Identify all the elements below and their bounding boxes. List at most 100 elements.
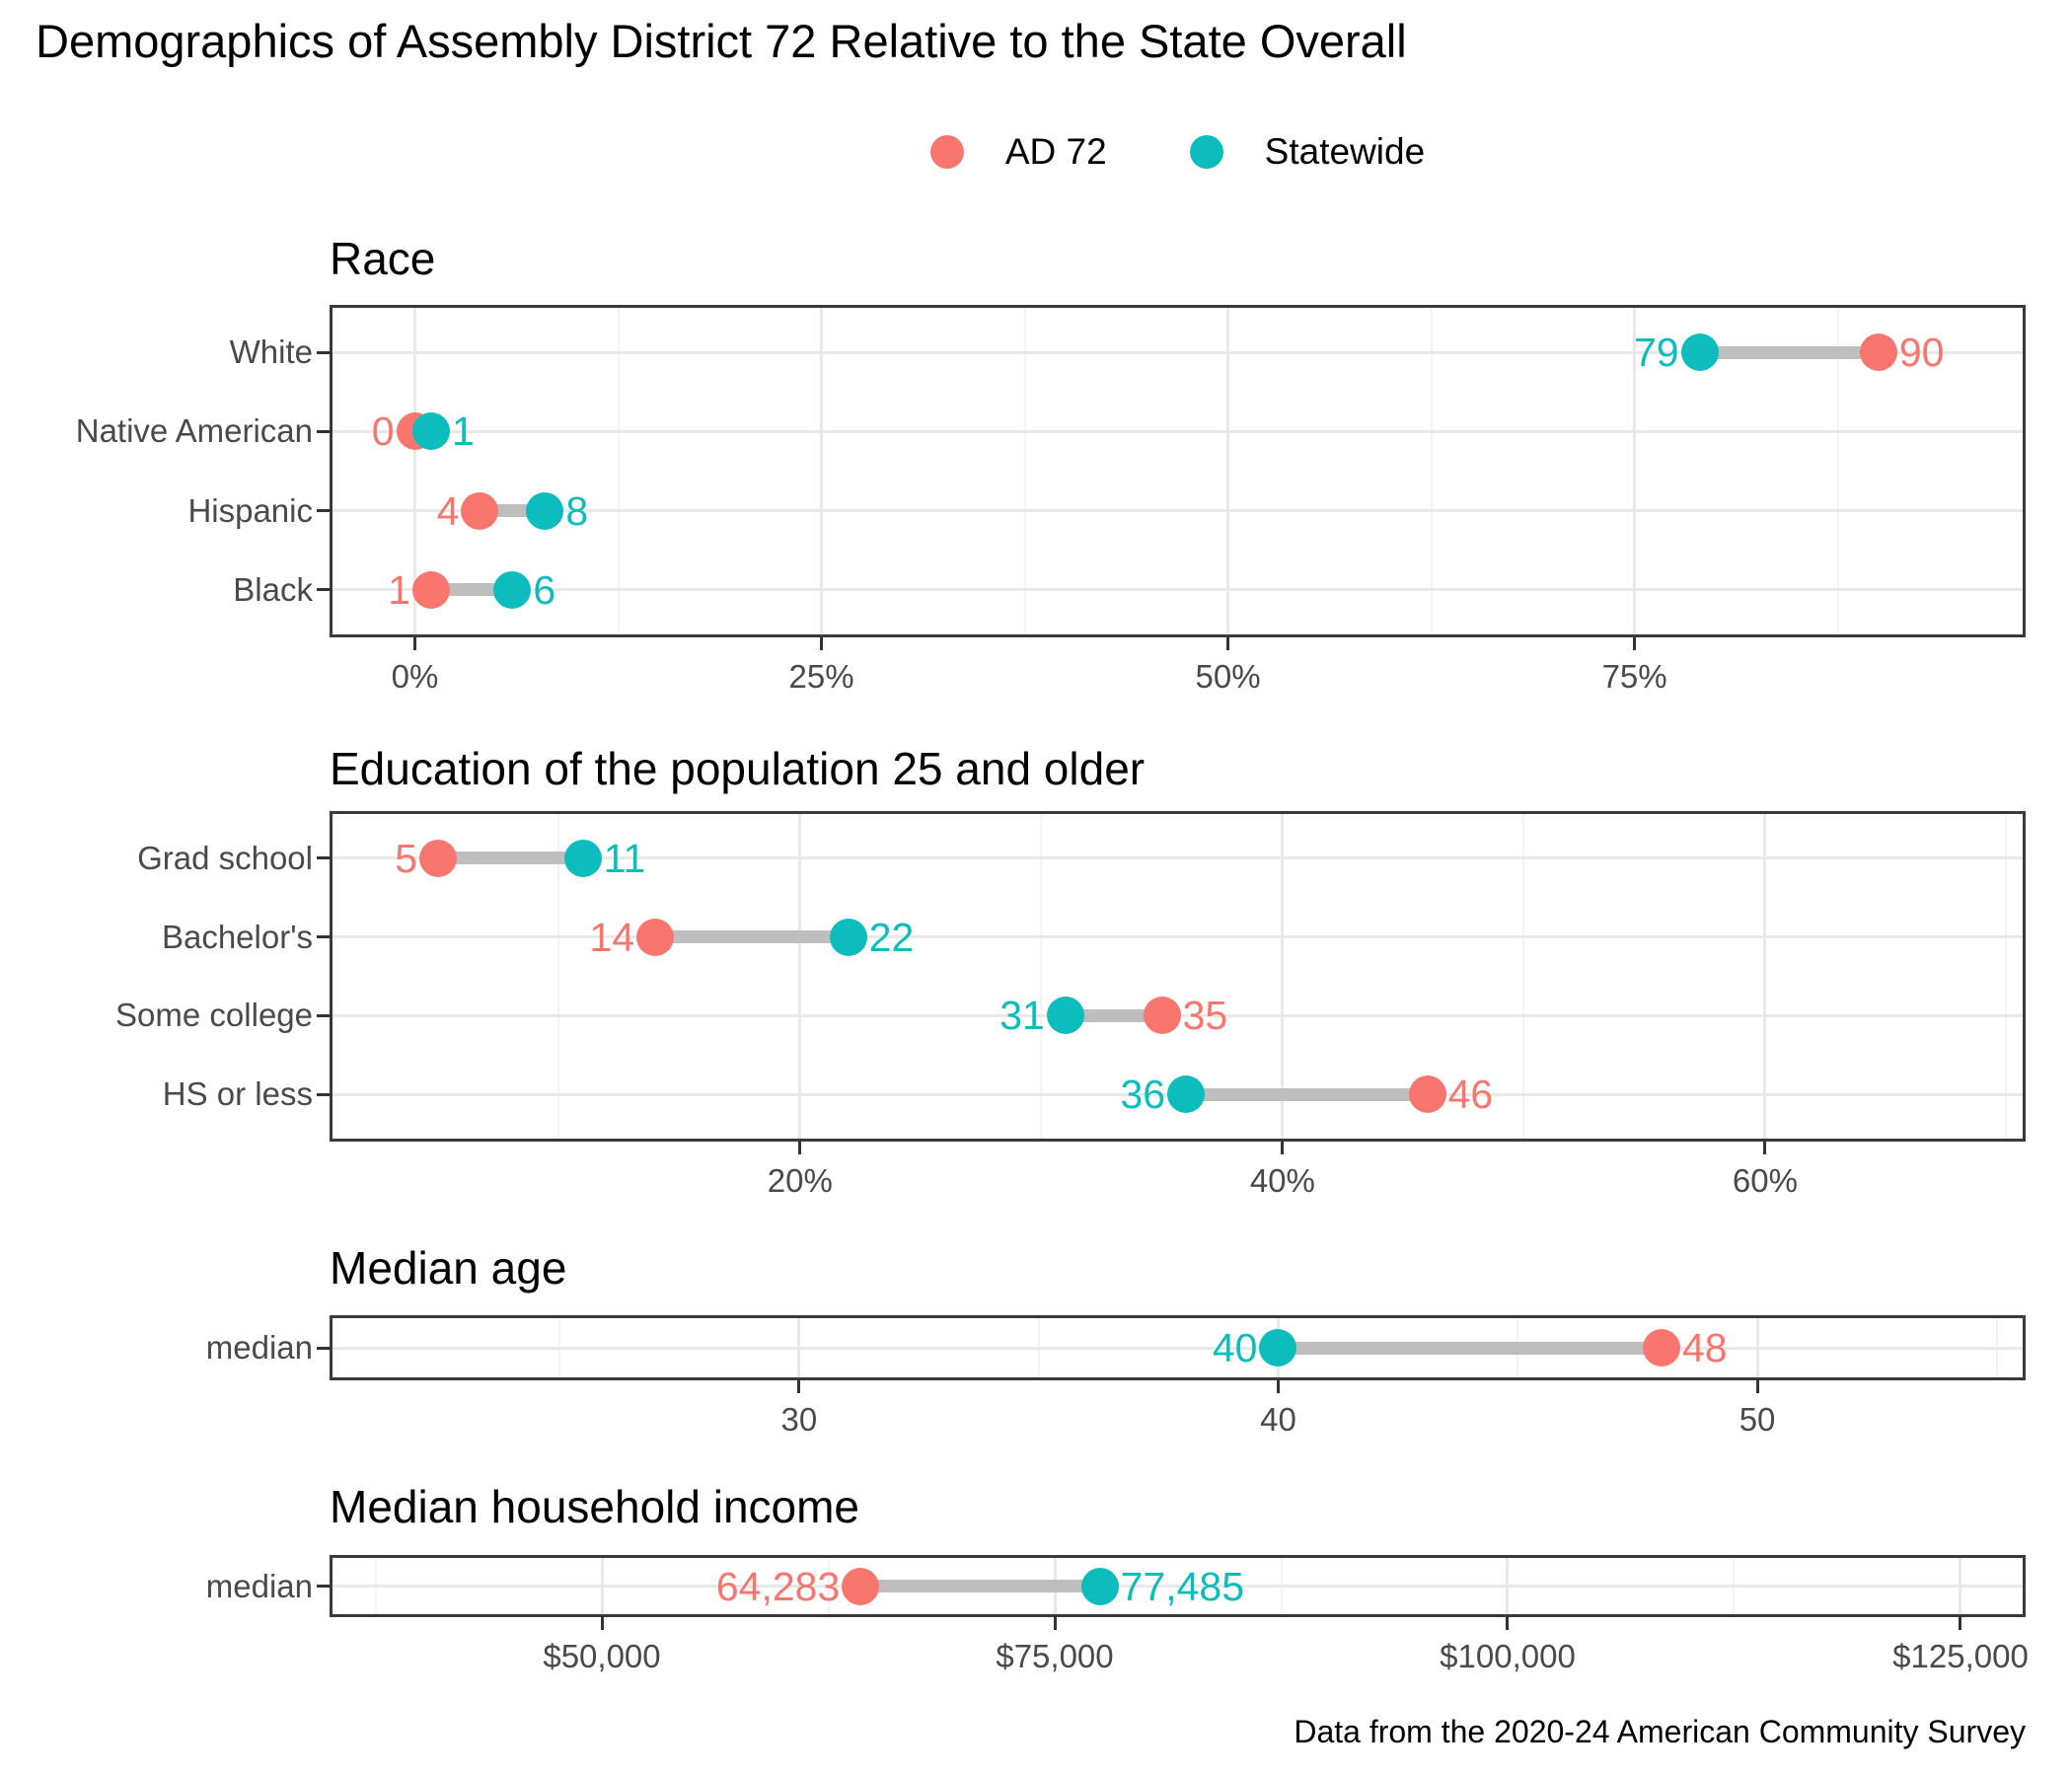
y-tick-mark — [317, 588, 330, 592]
legend-dot-statewide-icon — [1189, 135, 1223, 169]
gridline-major-h — [330, 509, 2026, 513]
gridline-major-h — [330, 588, 2026, 592]
dot-statewide — [1167, 1075, 1206, 1114]
dot-ad72 — [419, 839, 458, 877]
x-tick-mark — [1506, 1617, 1510, 1630]
y-tick-mark — [317, 1092, 330, 1096]
page-title: Demographics of Assembly District 72 Rel… — [36, 15, 1407, 67]
y-tick-mark — [317, 1013, 330, 1017]
x-tick-label: 50% — [1195, 658, 1261, 695]
gridline-major-h — [330, 856, 2026, 860]
gridline-major-v — [820, 305, 824, 637]
y-tick-mark — [317, 856, 330, 860]
value-label-ad72: 48 — [1681, 1325, 1728, 1370]
panel-1: 5 11 14 22 31 35 36 46 20% 40% 60% Grad school Bache… — [115, 811, 2026, 1199]
gridline-minor-v — [1522, 811, 1525, 1142]
value-label-ad72: 90 — [1898, 330, 1945, 376]
gridline-minor-v — [1040, 811, 1043, 1142]
x-tick-label: 75% — [1601, 658, 1667, 695]
gridline-major-h — [330, 350, 2026, 354]
dot-statewide — [493, 570, 532, 609]
dumbbell-connector — [438, 851, 583, 865]
value-label-ad72: 64,283 — [715, 1563, 841, 1609]
dot-ad72 — [636, 918, 675, 956]
panel-0: 79 90 0 1 4 8 1 6 0% 25% 50% 75% White Native America… — [76, 305, 2026, 695]
legend-label-ad72: AD 72 — [1004, 131, 1107, 172]
x-tick-mark — [797, 1380, 801, 1393]
gridline-minor-v — [617, 305, 620, 637]
y-tick-mark — [317, 935, 330, 939]
x-tick-label: $75,000 — [996, 1638, 1114, 1674]
section-title-education: Education of the population 25 and older — [330, 743, 1146, 794]
value-label-ad72: 4 — [436, 487, 460, 534]
y-tick-mark — [317, 350, 330, 354]
x-tick-mark — [798, 1142, 802, 1154]
y-tick-mark — [317, 1346, 330, 1350]
gridline-major-v — [1633, 305, 1637, 637]
dot-ad72 — [842, 1567, 880, 1605]
legend-dot-ad72-icon — [929, 135, 964, 169]
dumbbell-connector — [1699, 345, 1879, 359]
x-tick-mark — [1755, 1380, 1759, 1393]
x-tick-label: 20% — [767, 1162, 833, 1199]
value-label-statewide: 40 — [1212, 1325, 1258, 1370]
gridline-major-h — [330, 1585, 2026, 1588]
dot-statewide — [1259, 1329, 1297, 1367]
gridline-minor-v — [1430, 305, 1433, 637]
gridline-minor-v — [1836, 305, 1839, 637]
caption: Data from the 2020-24 American Community… — [1294, 1714, 2026, 1749]
value-label-statewide: 77,485 — [1120, 1563, 1245, 1609]
x-tick-mark — [413, 637, 417, 650]
x-tick-label: $100,000 — [1440, 1638, 1576, 1674]
gridline-major-v — [1226, 305, 1230, 637]
dot-ad72 — [461, 491, 499, 530]
dot-ad72 — [1143, 997, 1181, 1035]
gridline-major-h — [330, 935, 2026, 939]
value-label-statewide: 8 — [565, 487, 589, 534]
dot-statewide — [526, 491, 564, 530]
gridline-minor-v — [2005, 811, 2008, 1142]
dumbbell-connector — [431, 583, 513, 597]
y-axis-label: Black — [233, 570, 313, 608]
x-tick-mark — [1226, 637, 1230, 650]
section-title-race: Race — [330, 233, 436, 284]
gridline-major-v — [1281, 811, 1285, 1142]
y-tick-mark — [317, 509, 330, 513]
dot-ad72 — [1408, 1075, 1446, 1114]
dot-statewide — [1080, 1567, 1119, 1605]
value-label-ad72: 46 — [1447, 1072, 1494, 1118]
dot-statewide — [1046, 997, 1084, 1035]
y-axis-label: Some college — [115, 997, 313, 1034]
panel-3: 64,283 77,485 $50,000 $75,000 $100,000 $125,0… — [206, 1555, 2029, 1674]
legend-item-statewide: Statewide — [1189, 131, 1426, 173]
y-tick-mark — [317, 1585, 330, 1588]
x-tick-mark — [1053, 1617, 1057, 1630]
dumbbell-connector — [1186, 1087, 1428, 1101]
value-label-statewide: 22 — [868, 914, 915, 960]
gridline-major-v — [413, 305, 417, 637]
x-tick-label: $125,000 — [1892, 1638, 2029, 1674]
gridline-major-v — [798, 811, 802, 1142]
value-label-statewide: 11 — [603, 835, 646, 881]
y-axis-label: Bachelor's — [161, 918, 313, 955]
x-tick-mark — [1633, 637, 1637, 650]
gridline-major-h — [330, 429, 2026, 433]
value-label-ad72: 1 — [388, 566, 411, 613]
value-label-ad72: 5 — [395, 835, 418, 881]
dot-statewide — [563, 839, 602, 877]
x-tick-mark — [1959, 1617, 1962, 1630]
y-axis-label: Native American — [75, 412, 313, 450]
x-tick-mark — [820, 637, 824, 650]
x-tick-mark — [1281, 1142, 1285, 1154]
section-title-median-income: Median household income — [330, 1481, 860, 1532]
x-tick-label: 60% — [1732, 1162, 1798, 1199]
x-tick-mark — [1276, 1380, 1280, 1393]
dot-ad72 — [1859, 333, 1897, 372]
legend-label-statewide: Statewide — [1264, 131, 1426, 172]
gridline-minor-v — [1023, 305, 1026, 637]
dumbbell-connector — [1065, 1008, 1162, 1022]
value-label-ad72: 35 — [1182, 993, 1228, 1039]
y-axis-label: Hispanic — [187, 491, 313, 529]
x-tick-label: 40 — [1260, 1401, 1296, 1438]
